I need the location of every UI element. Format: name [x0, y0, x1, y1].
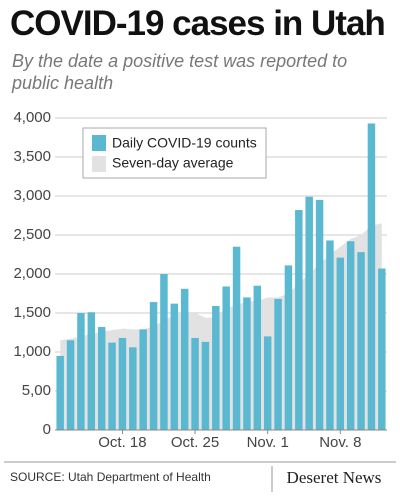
bar — [336, 257, 345, 430]
bar — [357, 252, 365, 430]
publisher: Deseret News — [287, 468, 382, 487]
bar — [305, 196, 313, 430]
legend-label: Seven-day average — [112, 155, 234, 171]
x-tick-label: Nov. 8 — [319, 434, 361, 451]
y-tick-label: 1,000 — [13, 343, 51, 360]
y-tick-label: 1,500 — [13, 304, 51, 321]
chart-title: COVID-19 cases in Utah — [10, 4, 386, 43]
y-tick-label: 2,000 — [13, 265, 51, 282]
legend-swatch — [92, 135, 106, 151]
bar — [97, 327, 106, 430]
chart-subtitle: By the date a positive test was reported… — [12, 51, 348, 93]
legend-box — [82, 127, 267, 179]
bar — [118, 337, 127, 430]
bar — [87, 312, 96, 430]
bar — [66, 340, 75, 430]
source: SOURCE: Utah Department of Health — [10, 470, 211, 484]
bar — [232, 246, 241, 430]
bar — [274, 298, 282, 430]
y-tick-label: 4,000 — [13, 109, 51, 126]
bar — [295, 210, 303, 430]
x-tick-label: Nov. 1 — [247, 434, 289, 451]
bar — [315, 199, 324, 430]
bar — [77, 313, 85, 430]
bar — [201, 341, 210, 430]
bar — [243, 297, 251, 430]
bar — [378, 268, 386, 430]
bar — [222, 286, 230, 430]
y-tick-label: 3,500 — [13, 148, 51, 165]
x-tick-label: Oct. 18 — [98, 434, 146, 451]
bar — [160, 274, 168, 430]
bar — [191, 337, 199, 430]
bar — [149, 302, 158, 430]
legend-swatch — [92, 156, 106, 172]
bar — [326, 240, 334, 430]
y-tick-label: 0 — [43, 421, 51, 438]
y-tick-label: 3,000 — [13, 187, 51, 204]
x-tick-label: Oct. 25 — [171, 434, 219, 451]
bar — [367, 123, 376, 431]
bar — [139, 329, 147, 430]
bar — [108, 342, 116, 430]
bar — [263, 336, 272, 430]
y-tick-label: 2,500 — [13, 226, 51, 243]
bar — [180, 288, 189, 430]
bar — [170, 303, 179, 430]
legend-label: Daily COVID-19 counts — [112, 135, 257, 151]
bar — [284, 265, 293, 430]
bar — [129, 347, 137, 430]
bar — [253, 285, 262, 430]
bar — [212, 305, 220, 430]
bar — [346, 241, 355, 430]
y-tick-label: 5,00 — [22, 382, 51, 399]
bar — [56, 355, 64, 430]
